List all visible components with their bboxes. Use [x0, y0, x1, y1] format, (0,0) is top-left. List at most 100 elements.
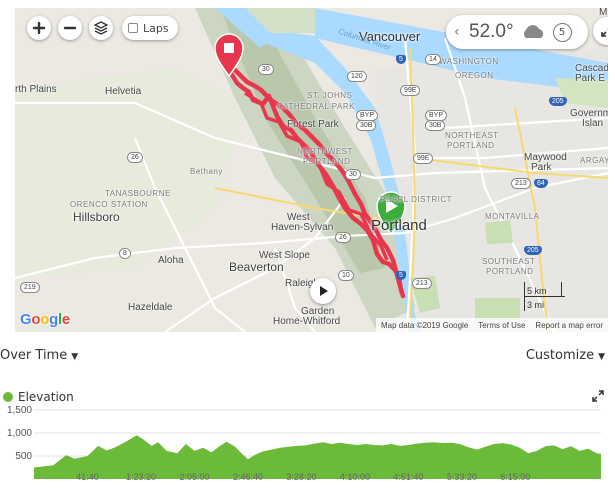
y-tick-label: 1,000: [7, 428, 32, 439]
map-label-home-whitford: Home-Whitford: [273, 316, 341, 327]
legend-color-dot: [3, 392, 13, 402]
route-shield-213: 213: [511, 178, 531, 189]
route-shield-219: 219: [20, 282, 40, 293]
laps-label: Laps: [143, 21, 169, 35]
interstate-shield-205-2: 205: [524, 246, 542, 255]
chevron-left-icon[interactable]: ‹: [454, 24, 460, 40]
x-tick-label: 2:46:40: [233, 472, 263, 482]
map-label-oregon: OREGON: [455, 71, 494, 80]
map-label-m: M: [599, 8, 608, 18]
route-shield-14: 14: [425, 54, 441, 65]
zoom-in-button[interactable]: [27, 16, 51, 40]
map-label-southeast-portland: PORTLAND: [486, 267, 534, 276]
map-label-portland-nw: PORTLAND: [303, 157, 351, 166]
interstate-shield-5-2: 5: [396, 271, 406, 280]
map-label-montavilla: MONTAVILLA: [485, 212, 540, 221]
laps-toggle[interactable]: Laps: [122, 16, 178, 40]
over-time-dropdown[interactable]: Over Time ▼: [0, 348, 78, 363]
terms-of-use-link[interactable]: Terms of Use: [478, 320, 526, 330]
map-label-pearl: PEARL DISTRICT: [380, 195, 453, 204]
chart-x-axis: 41:40 1:23:20 2:05:00 2:46:40 3:28:20 4:10:00…: [76, 472, 530, 482]
over-time-label: Over Time: [0, 348, 68, 363]
route-shield-30: 30: [258, 64, 274, 75]
map-label-haven-sylvan: Haven-Sylvan: [271, 222, 334, 233]
legend-label: Elevation: [18, 390, 74, 404]
expand-chart-icon[interactable]: [592, 390, 604, 402]
map-label-maywood: Maywood: [524, 152, 567, 163]
caret-down-icon: ▼: [598, 352, 605, 362]
report-map-error-link[interactable]: Report a map error: [535, 320, 603, 330]
customize-dropdown[interactable]: Customize ▼: [526, 348, 605, 363]
play-icon: [320, 286, 328, 296]
map-label-west-slope: West Slope: [259, 250, 310, 261]
map-label-st-johns: ST. JOHNS: [307, 91, 353, 100]
map-layers-button[interactable]: [89, 16, 113, 40]
map-label-beaverton: Beaverton: [229, 260, 284, 274]
weather-temperature: 52.0°: [469, 21, 514, 42]
start-marker-icon[interactable]: [376, 191, 406, 236]
map-label-hillsboro: Hillsboro: [73, 210, 120, 224]
map-label-northeast: NORTHEAST: [445, 131, 499, 140]
finish-marker-icon[interactable]: [214, 33, 244, 78]
chart-legend-elevation[interactable]: Elevation: [3, 390, 74, 404]
minus-icon: [63, 26, 77, 30]
route-shield-30b: 30B: [356, 120, 377, 131]
plus-icon: [32, 21, 46, 35]
map-attribution: Map data ©2019 Google: [380, 320, 469, 330]
interstate-shield-5: 5: [396, 55, 406, 64]
map-label-orenco: ORENCO STATION: [70, 200, 148, 209]
map-label-raleigh: Raleigh: [285, 278, 319, 289]
scale-km-label: 5 km: [527, 286, 547, 296]
map-label-helvetia: Helvetia: [105, 86, 142, 97]
map-label-southeast: SOUTHEAST: [482, 257, 536, 266]
route-shield-99e: 99E: [400, 85, 421, 96]
cloud-icon: [523, 25, 543, 38]
map-label-washington: WASHINGTON: [439, 57, 499, 66]
x-tick-label: 6:15:00: [500, 472, 530, 482]
map-label-vancouver: Vancouver: [359, 29, 421, 44]
elevation-area: [34, 435, 601, 479]
elevation-chart[interactable]: 1,500 1,000 500 41:40 1:23:20 2:05:00 2:46:40…: [0, 402, 615, 495]
x-tick-label: 3:28:20: [286, 472, 316, 482]
map-label-government-island: Islan: [582, 118, 604, 129]
map-label-northeast-portland: PORTLAND: [447, 141, 495, 150]
fullscreen-button[interactable]: [593, 17, 608, 45]
wind-speed-badge: 5: [552, 22, 572, 42]
route-shield-99e-2: 99E: [413, 153, 434, 164]
map-label-cascade-park: Park E: [575, 73, 606, 84]
expand-icon: [601, 25, 608, 37]
x-tick-label: 4:51:40: [393, 472, 423, 482]
map-label-cascade: Cascad: [575, 63, 608, 74]
x-tick-label: 1:23:20: [126, 472, 156, 482]
route-shield-30b-2: 30B: [425, 120, 446, 131]
chart-y-axis: 1,500 1,000 500: [7, 405, 32, 462]
y-tick-label: 1,500: [7, 405, 32, 416]
interstate-shield-205: 205: [549, 97, 567, 106]
map-label-hazeldale: Hazeldale: [128, 302, 173, 313]
x-tick-label: 41:40: [76, 472, 99, 482]
route-map[interactable]: Vancouver WASHINGTON OREGON Columbia Riv…: [15, 8, 608, 332]
laps-checkbox[interactable]: [128, 23, 138, 33]
route-shield-30-2: 30: [345, 169, 361, 180]
map-label-garden: Garden: [301, 306, 335, 317]
map-label-argay: ARGAY: [580, 156, 608, 165]
layers-icon: [94, 21, 108, 35]
map-scale-bar: [524, 282, 565, 311]
x-tick-label: 5:33:20: [447, 472, 477, 482]
map-label-west: West: [287, 212, 310, 223]
map-label-cathedral-park: CATHEDRAL PARK: [277, 102, 355, 111]
map-attribution-bar: Map data ©2019 Google Terms of Use Repor…: [375, 318, 608, 332]
map-label-plains: rth Plains: [15, 84, 57, 95]
zoom-out-button[interactable]: [58, 16, 82, 40]
map-label-forest-park: Forest Park: [287, 119, 339, 130]
route-shield-26-2: 26: [335, 232, 351, 243]
y-tick-label: 500: [15, 451, 32, 462]
play-button[interactable]: [310, 278, 336, 304]
weather-widget[interactable]: ‹ 52.0° 5: [446, 15, 588, 49]
map-label-northwest: NORTHWEST: [297, 147, 353, 156]
google-logo: Google: [20, 311, 70, 328]
map-label-tanasbourne: TANASBOURNE: [105, 189, 171, 198]
map-label-portland: Portland: [371, 217, 427, 234]
map-label-bethany: Bethany: [190, 167, 223, 176]
route-shield-26: 26: [127, 152, 143, 163]
